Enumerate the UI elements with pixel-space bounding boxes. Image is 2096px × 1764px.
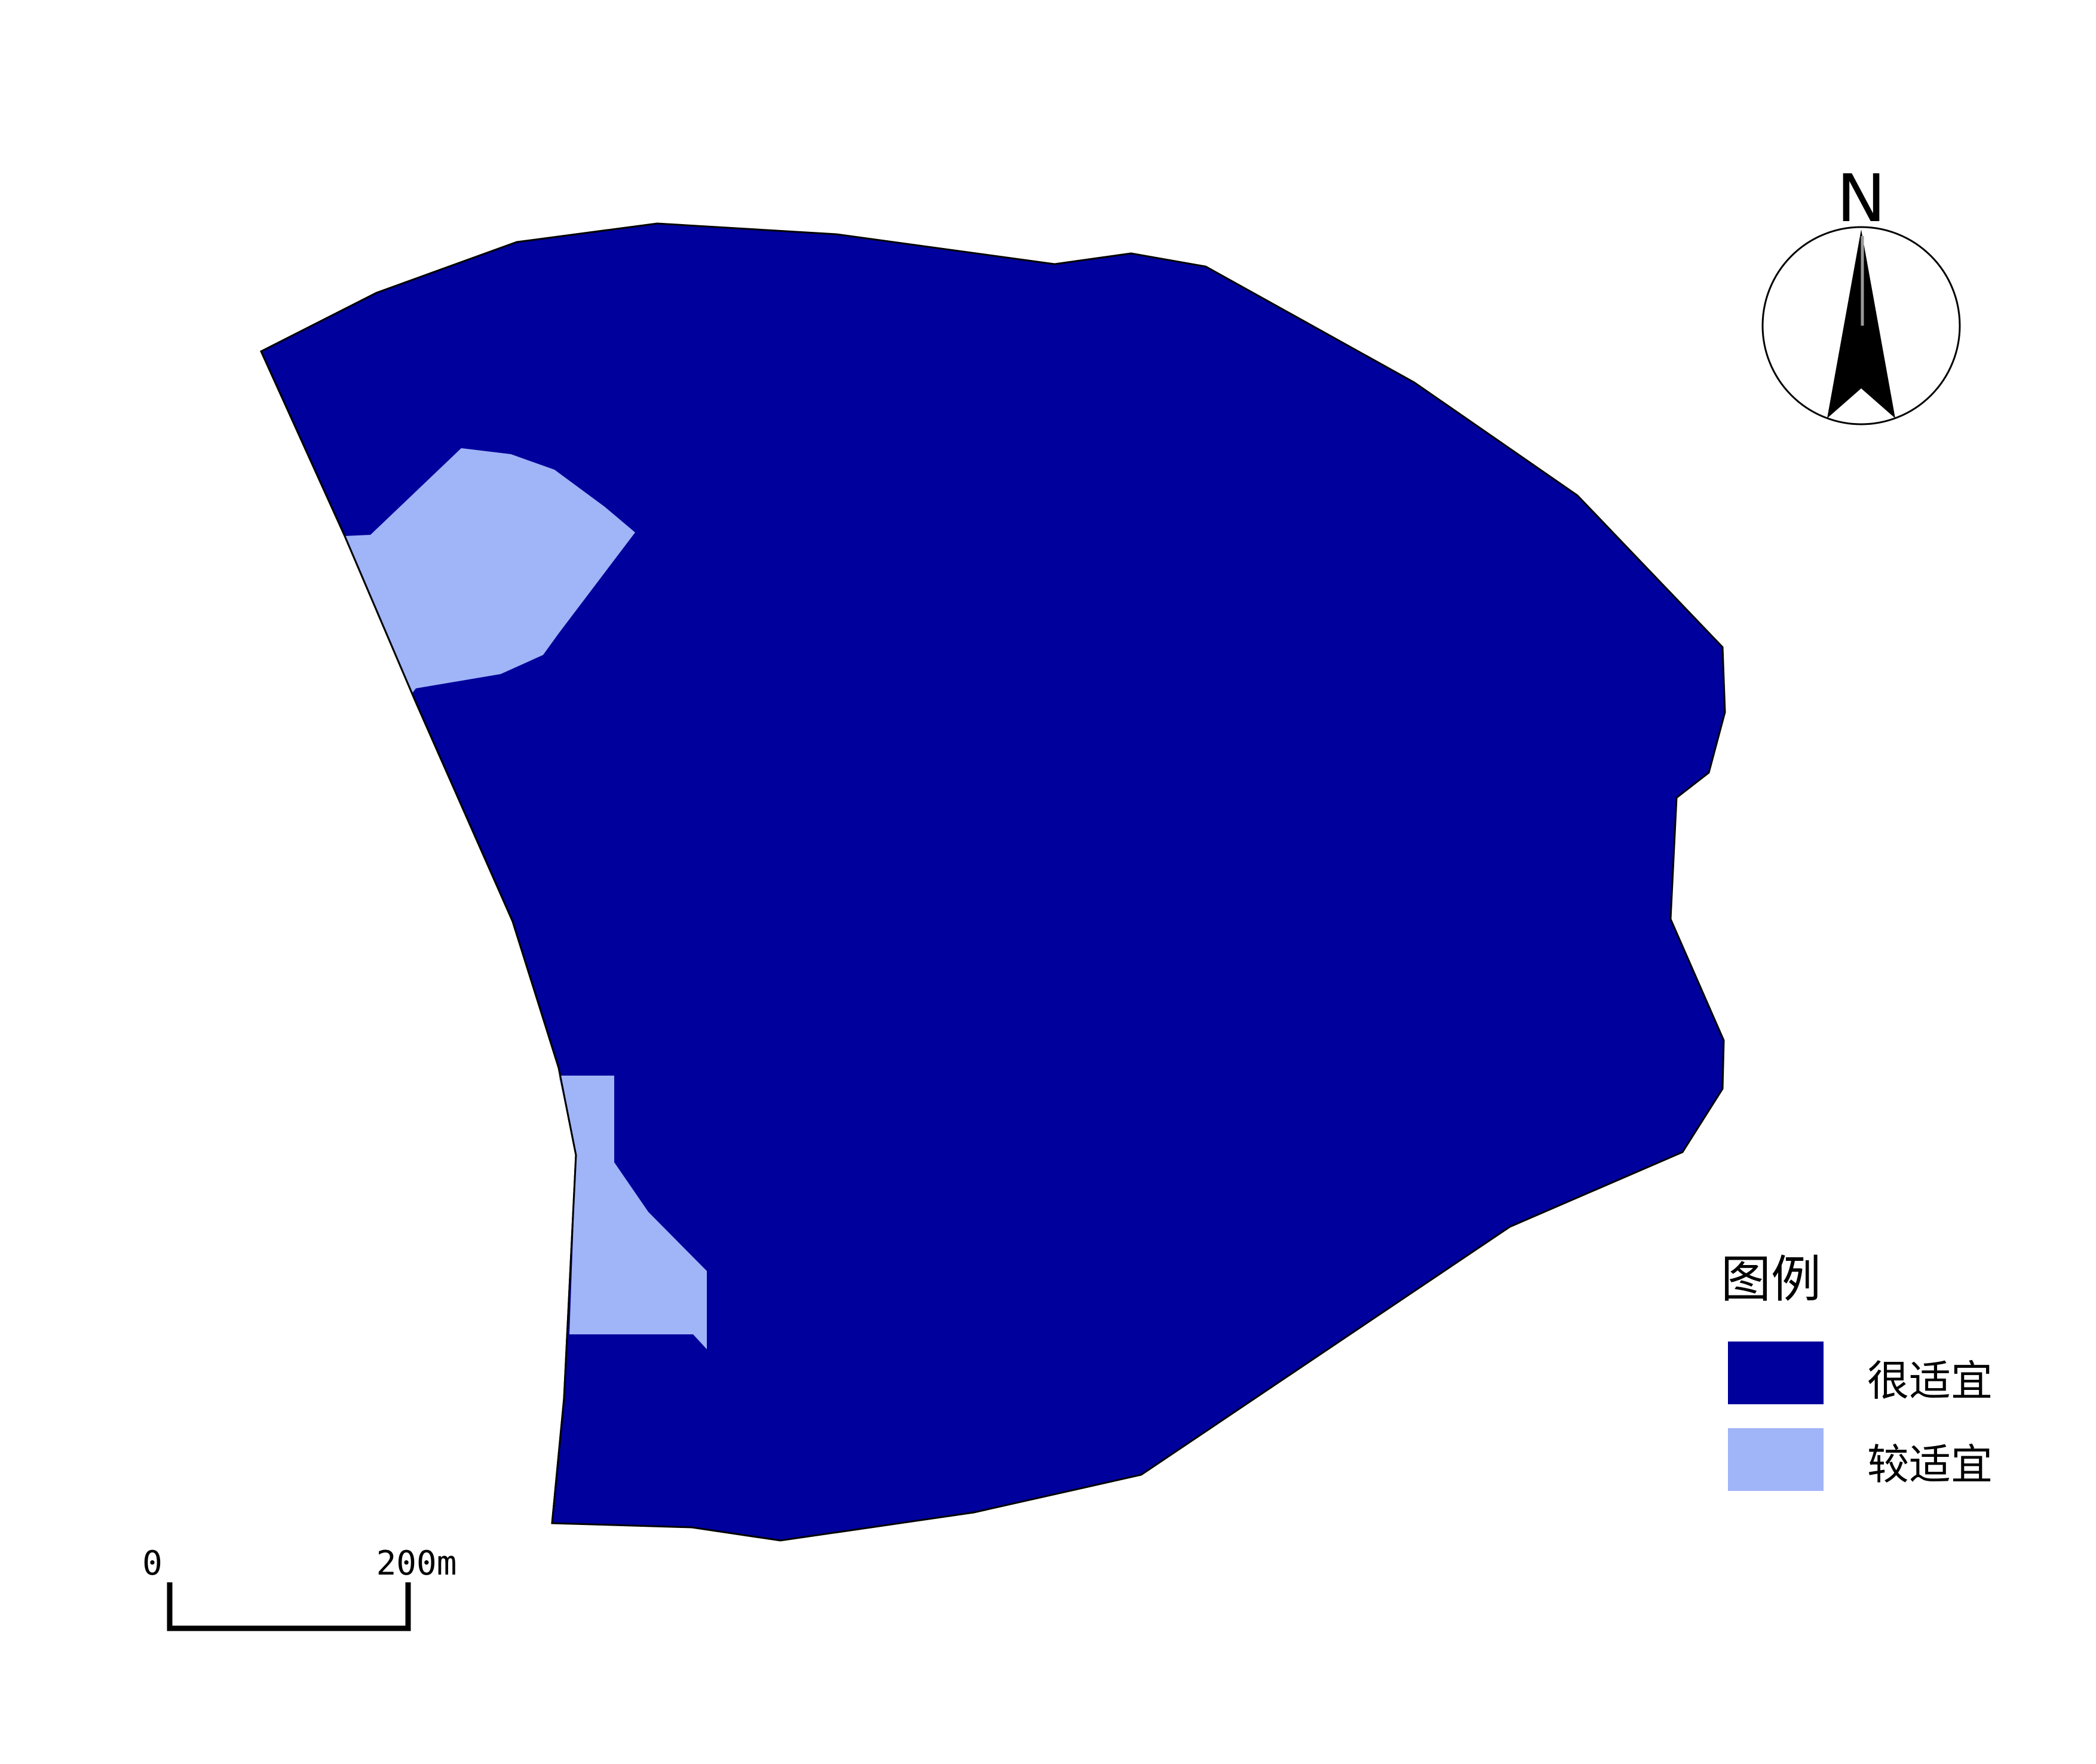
- scale-end-label: 200m: [376, 1544, 457, 1583]
- legend-label-fairly-suitable: 较适宜: [1867, 1440, 1993, 1489]
- scale-bar: 0 200m: [142, 1544, 457, 1631]
- north-arrow-icon: N: [1761, 160, 1961, 425]
- legend-title: 图例: [1721, 1250, 1821, 1309]
- scale-start-label: 0: [142, 1544, 163, 1583]
- legend: 图例 很适宜 较适宜: [1721, 1250, 1993, 1491]
- map-outline: [260, 351, 577, 1524]
- legend-swatch-fairly-suitable: [1728, 1428, 1824, 1491]
- region-very-suitable: [260, 222, 1726, 1542]
- region-fairly-suitable-sw: [559, 1076, 707, 1349]
- legend-swatch-very-suitable: [1728, 1342, 1824, 1404]
- region-fairly-suitable-nw: [345, 448, 635, 693]
- legend-label-very-suitable: 很适宜: [1867, 1356, 1993, 1405]
- north-label: N: [1837, 160, 1886, 237]
